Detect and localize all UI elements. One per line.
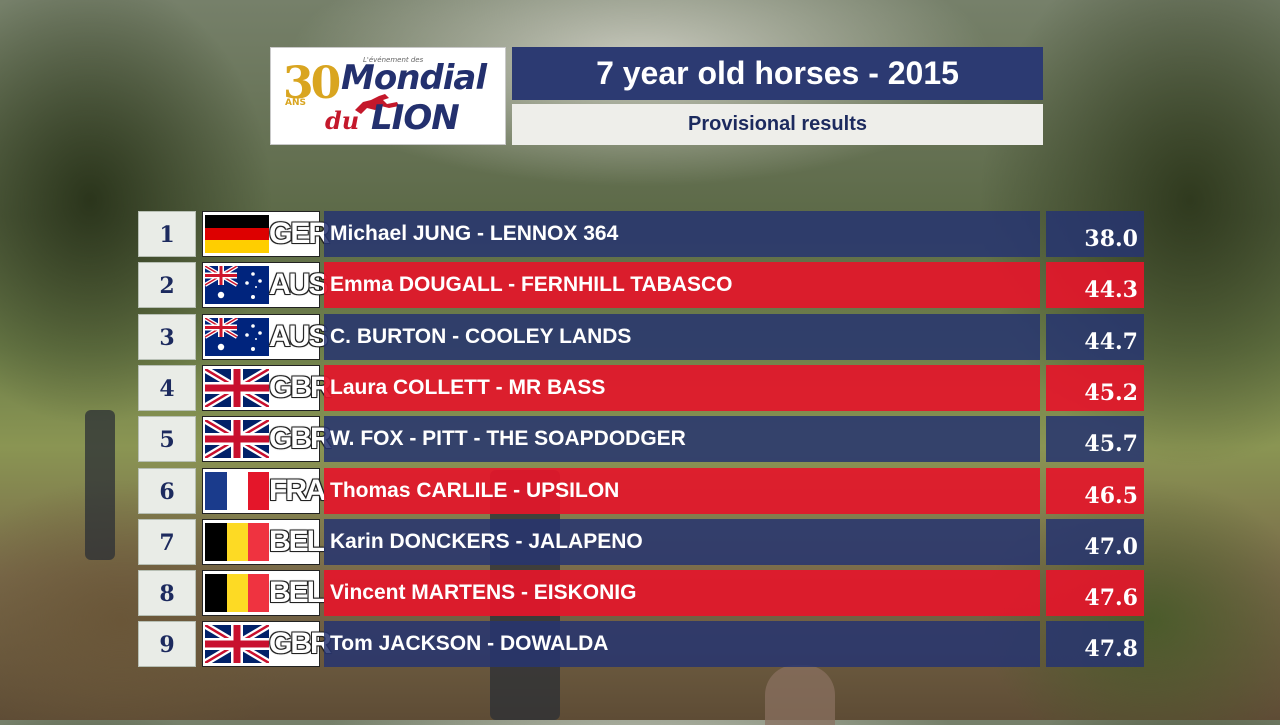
result-row: 5 GBR W. FOX - PITT - THE SOAPDODGER 45.7 — [138, 416, 1144, 463]
result-row: 2 AUS Emma DOUGALL - FERNHILL TABASCO 44.3 — [138, 262, 1144, 309]
rank-number: 3 — [138, 313, 196, 360]
score-value: 44.3 — [1046, 262, 1144, 309]
result-row: 3 AUS C. BURTON - COOLEY LANDS 44.7 — [138, 313, 1144, 360]
nation-code: GBR — [269, 422, 332, 456]
rank-number: 5 — [138, 416, 196, 463]
rider-horse-name: Karin DONCKERS - JALAPENO — [324, 518, 1040, 565]
nation-badge: AUS — [202, 262, 328, 309]
rider-horse-name: W. FOX - PITT - THE SOAPDODGER — [324, 416, 1040, 463]
results-subtitle: Provisional results — [512, 104, 1043, 145]
result-row: 7 BEL Karin DONCKERS - JALAPENO 47.0 — [138, 518, 1144, 565]
rider-horse-name: Vincent MARTENS - EISKONIG — [324, 570, 1040, 617]
germany-flag-icon — [205, 215, 269, 253]
score-value: 38.0 — [1046, 211, 1144, 257]
result-row: 8 BEL Vincent MARTENS - EISKONIG 47.6 — [138, 570, 1144, 617]
rank-number: 8 — [138, 570, 196, 617]
uk-flag-icon — [205, 368, 269, 407]
nation-code: GER — [269, 217, 330, 250]
rider-horse-name: Tom JACKSON - DOWALDA — [324, 621, 1040, 668]
score-value: 45.2 — [1046, 364, 1144, 411]
score-value: 44.7 — [1046, 313, 1144, 360]
logo-word-mondial: Mondial — [341, 58, 487, 98]
logo-anniversary-number: 30 — [283, 58, 341, 109]
rank-number: 2 — [138, 262, 196, 309]
result-row: 6 FRA Thomas CARLILE - UPSILON 46.5 — [138, 467, 1144, 514]
nation-badge: GBR — [202, 364, 332, 411]
background-spectator — [765, 665, 835, 725]
australia-flag-icon — [205, 266, 269, 305]
belgium-flag-icon — [205, 574, 269, 613]
belgium-flag-icon — [205, 522, 269, 561]
rank-number: 7 — [138, 518, 196, 565]
mondial-du-lion-logo: 30 ANS L'événement des Mondial du LION — [270, 47, 506, 145]
nation-badge: FRA — [202, 467, 327, 514]
nation-badge: BEL — [202, 518, 325, 565]
uk-flag-icon — [205, 420, 269, 459]
horse-jumping-icon — [355, 94, 399, 114]
rank-number: 1 — [138, 211, 196, 257]
nation-badge: AUS — [202, 313, 328, 360]
australia-flag-icon — [205, 317, 269, 356]
score-value: 47.8 — [1046, 621, 1144, 668]
score-value: 45.7 — [1046, 416, 1144, 463]
nation-code: FRA — [269, 473, 327, 507]
rider-horse-name: Laura COLLETT - MR BASS — [324, 364, 1040, 411]
rank-number: 9 — [138, 621, 196, 668]
score-value: 47.0 — [1046, 518, 1144, 565]
logo-word-lion: LION — [371, 98, 460, 138]
rider-horse-name: Thomas CARLILE - UPSILON — [324, 467, 1040, 514]
nation-code: GBR — [269, 627, 332, 661]
nation-code: AUS — [269, 319, 328, 353]
logo-word-du: du — [325, 106, 360, 135]
rank-number: 4 — [138, 364, 196, 411]
nation-code: BEL — [269, 576, 325, 610]
rider-horse-name: Michael JUNG - LENNOX 364 — [324, 211, 1040, 257]
result-row: 1 GER Michael JUNG - LENNOX 364 38.0 — [138, 211, 1144, 257]
rider-horse-name: Emma DOUGALL - FERNHILL TABASCO — [324, 262, 1040, 309]
nation-badge: BEL — [202, 570, 325, 617]
score-value: 46.5 — [1046, 467, 1144, 514]
rider-horse-name: C. BURTON - COOLEY LANDS — [324, 313, 1040, 360]
background-spectator — [85, 410, 115, 560]
nation-code: GBR — [269, 370, 332, 404]
logo-ans-label: ANS — [285, 98, 306, 108]
nation-badge: GBR — [202, 416, 332, 463]
nation-code: AUS — [269, 268, 328, 302]
nation-badge: GBR — [202, 621, 332, 668]
uk-flag-icon — [205, 625, 269, 664]
result-row: 4 GBR Laura COLLETT - MR BASS 45.2 — [138, 364, 1144, 411]
result-row: 9 GBR Tom JACKSON - DOWALDA 47.8 — [138, 621, 1144, 668]
results-title: 7 year old horses - 2015 — [512, 47, 1043, 100]
rank-number: 6 — [138, 467, 196, 514]
logo-tagline: L'événement des — [363, 56, 424, 64]
nation-code: BEL — [269, 524, 325, 558]
score-value: 47.6 — [1046, 570, 1144, 617]
france-flag-icon — [205, 471, 269, 510]
nation-badge: GER — [202, 211, 330, 257]
